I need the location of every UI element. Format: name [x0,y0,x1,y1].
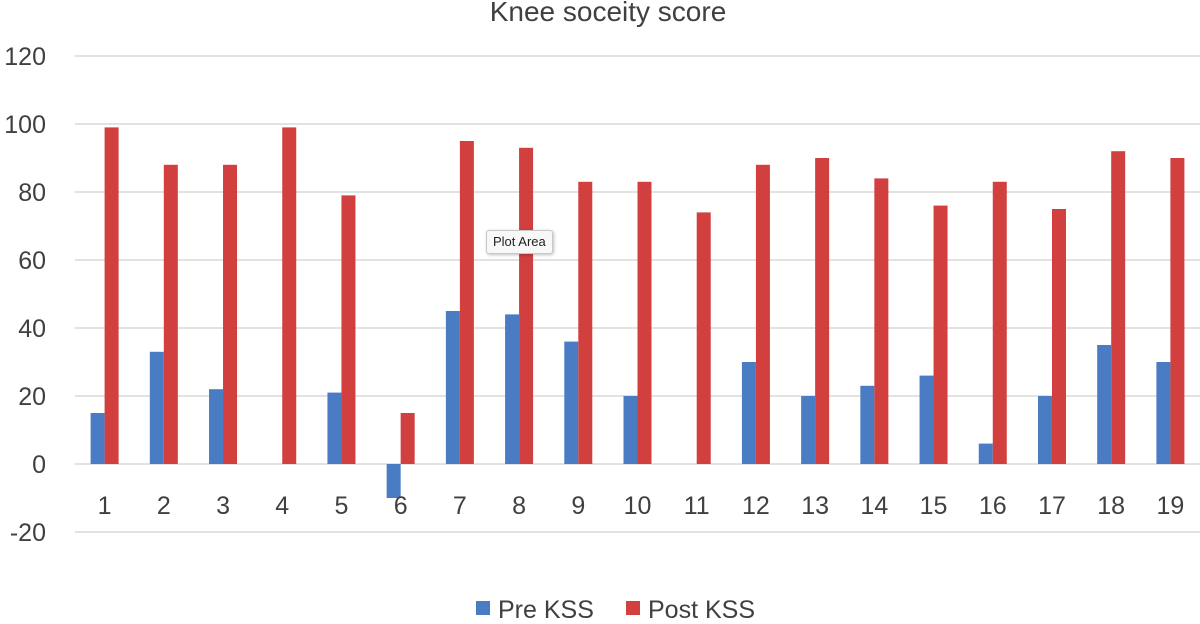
x-tick-label: 13 [801,492,829,520]
bar-post [341,195,356,464]
bar-pre [978,443,993,464]
bar-pre [1156,362,1171,464]
bar-post [1111,151,1126,464]
bar-post [1170,158,1185,464]
x-tick-label: 11 [684,492,710,520]
legend: Pre KSS Post KSS [476,596,755,624]
bar-pre [209,389,224,464]
y-axis-ticks: -20 0 20 40 60 80 100 120 [4,43,46,547]
bar-pre [564,341,579,464]
bar-post [578,181,593,465]
x-tick-label: 16 [979,492,1007,520]
bar-pre [919,375,934,464]
x-tick-label: 3 [216,492,230,520]
x-tick-label: 19 [1156,492,1184,520]
bar-post [282,127,297,465]
bar-pre [327,392,342,464]
legend-swatch [476,601,490,615]
legend-label: Post KSS [648,596,755,624]
bars [90,127,1185,498]
bar-post [755,164,770,465]
x-tick-label: 8 [512,492,526,520]
x-tick-label: 4 [275,492,289,520]
bar-post [1051,209,1066,464]
bar-pre [149,351,164,464]
y-tick-label: 100 [4,111,46,139]
x-tick-label: 10 [624,492,652,520]
y-tick-label: 60 [18,247,46,275]
chart-title: Knee soceity score [490,0,727,27]
bar-post [992,181,1007,465]
x-tick-label: 17 [1038,492,1066,520]
y-tick-label: 0 [32,451,46,479]
bar-post [696,212,711,464]
y-tick-label: 40 [18,315,46,343]
legend-swatch [626,601,640,615]
bar-pre [741,362,756,464]
bar-post [874,178,889,464]
bar-post [163,164,178,465]
bar-pre [623,396,638,464]
bar-pre [505,314,520,464]
bar-pre [445,311,460,464]
x-tick-label: 1 [98,492,112,520]
bar-pre [386,464,401,498]
bar-post [519,147,534,465]
bar-post [400,413,415,464]
x-tick-label: 6 [394,492,408,520]
bar-post [637,181,652,465]
x-tick-label: 15 [920,492,948,520]
bar-post [459,141,474,464]
x-tick-label: 18 [1097,492,1125,520]
plot-area-tooltip: Plot Area [486,230,553,254]
bar-post [223,164,238,465]
bar-pre [801,396,816,464]
bar-pre [90,413,105,464]
x-tick-label: 14 [860,492,888,520]
y-tick-label: 20 [18,383,46,411]
x-tick-label: 7 [453,492,467,520]
bar-post [104,127,119,465]
x-tick-label: 9 [571,492,585,520]
x-axis-ticks: 1 2 3 4 5 6 7 8 9 10 11 12 13 14 15 16 17 18 19 [98,492,1185,520]
legend-label: Pre KSS [498,596,594,624]
x-tick-label: 2 [157,492,171,520]
y-tick-label: 80 [18,179,46,207]
bar-pre [1037,396,1052,464]
x-tick-label: 5 [334,492,348,520]
y-tick-label: 120 [4,43,46,71]
bar-post [815,158,830,464]
y-tick-label: -20 [10,519,46,547]
bar-pre [860,385,875,464]
bar-post [933,205,948,464]
bar-pre [1097,345,1112,464]
x-tick-label: 12 [742,492,770,520]
